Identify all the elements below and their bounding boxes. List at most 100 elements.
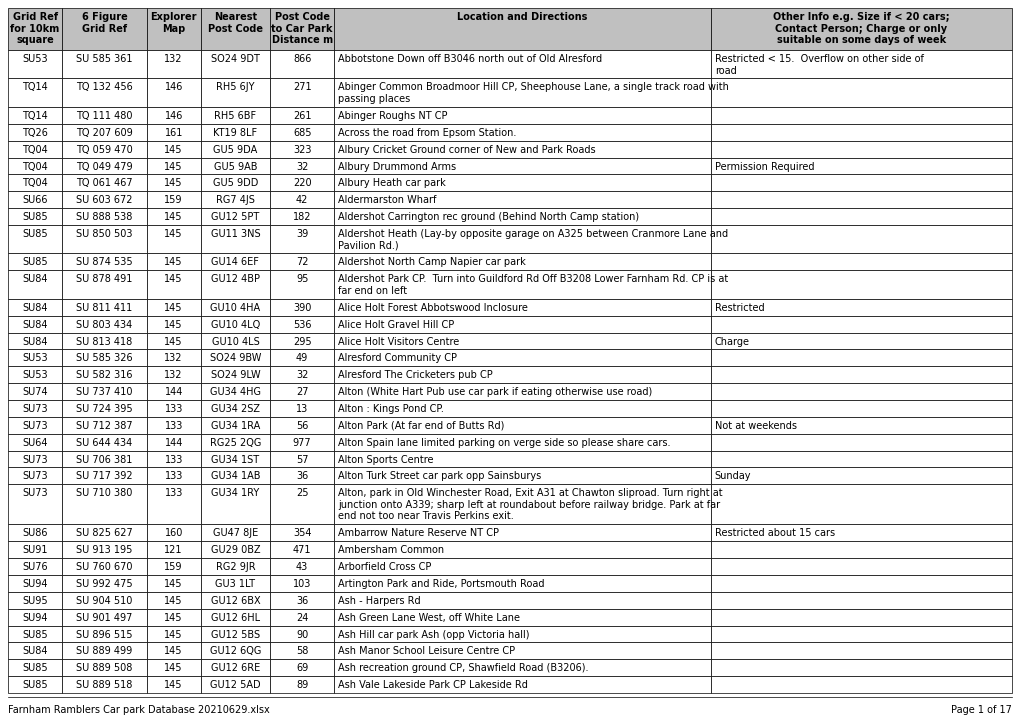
Text: 6 Figure
Grid Ref: 6 Figure Grid Ref bbox=[82, 12, 127, 34]
Bar bbox=[710, 541, 1011, 558]
Bar bbox=[147, 299, 201, 316]
Text: 133: 133 bbox=[164, 421, 182, 431]
Bar bbox=[334, 141, 710, 157]
Text: GU11 3NS: GU11 3NS bbox=[210, 229, 260, 239]
Text: TQ 049 479: TQ 049 479 bbox=[76, 162, 132, 172]
Text: 295: 295 bbox=[292, 337, 311, 347]
Text: 25: 25 bbox=[296, 488, 308, 498]
Text: 133: 133 bbox=[164, 404, 182, 414]
Text: 36: 36 bbox=[296, 596, 308, 606]
Bar bbox=[147, 8, 201, 50]
Bar bbox=[201, 107, 270, 124]
Text: 471: 471 bbox=[292, 545, 311, 555]
Bar bbox=[62, 575, 147, 592]
Text: GU34 1RA: GU34 1RA bbox=[211, 421, 260, 431]
Bar bbox=[62, 626, 147, 642]
Text: Page 1 of 17: Page 1 of 17 bbox=[950, 705, 1011, 715]
Text: Abbotstone Down off B3046 north out of Old Alresford: Abbotstone Down off B3046 north out of O… bbox=[338, 54, 602, 64]
Bar bbox=[62, 434, 147, 451]
Text: 161: 161 bbox=[164, 128, 182, 138]
Text: SU 737 410: SU 737 410 bbox=[76, 387, 132, 397]
Text: SU 712 387: SU 712 387 bbox=[76, 421, 132, 431]
Bar bbox=[201, 541, 270, 558]
Bar bbox=[8, 316, 62, 332]
Text: 866: 866 bbox=[292, 54, 311, 64]
Text: Ash - Harpers Rd: Ash - Harpers Rd bbox=[338, 596, 421, 606]
Text: Restricted about 15 cars: Restricted about 15 cars bbox=[714, 528, 835, 539]
Bar bbox=[201, 141, 270, 157]
Bar bbox=[710, 626, 1011, 642]
Bar bbox=[8, 191, 62, 208]
Bar bbox=[62, 299, 147, 316]
Text: SU94: SU94 bbox=[22, 579, 48, 589]
Text: 69: 69 bbox=[296, 663, 308, 673]
Text: 145: 145 bbox=[164, 629, 182, 640]
Bar bbox=[334, 659, 710, 676]
Text: Alresford Community CP: Alresford Community CP bbox=[338, 353, 457, 363]
Text: SU53: SU53 bbox=[22, 54, 48, 64]
Text: Ambersham Common: Ambersham Common bbox=[338, 545, 444, 555]
Bar bbox=[8, 141, 62, 157]
Bar bbox=[147, 642, 201, 659]
Text: SU 825 627: SU 825 627 bbox=[76, 528, 132, 539]
Text: TQ 061 467: TQ 061 467 bbox=[76, 178, 132, 188]
Bar bbox=[147, 332, 201, 350]
Text: GU34 1ST: GU34 1ST bbox=[211, 454, 259, 464]
Bar bbox=[710, 417, 1011, 434]
Bar bbox=[62, 50, 147, 79]
Bar bbox=[270, 124, 334, 141]
Bar bbox=[334, 400, 710, 417]
Bar bbox=[334, 541, 710, 558]
Text: 182: 182 bbox=[292, 212, 311, 222]
Text: 220: 220 bbox=[292, 178, 311, 188]
Bar bbox=[8, 485, 62, 524]
Bar bbox=[8, 299, 62, 316]
Text: SU85: SU85 bbox=[22, 663, 48, 673]
Bar bbox=[62, 451, 147, 467]
Text: RH5 6BF: RH5 6BF bbox=[214, 111, 256, 121]
Bar bbox=[334, 124, 710, 141]
Text: Alton Park (At far end of Butts Rd): Alton Park (At far end of Butts Rd) bbox=[338, 421, 504, 431]
Text: 90: 90 bbox=[296, 629, 308, 640]
Bar bbox=[62, 191, 147, 208]
Bar bbox=[8, 575, 62, 592]
Bar bbox=[147, 124, 201, 141]
Text: Alresford The Cricketers pub CP: Alresford The Cricketers pub CP bbox=[338, 371, 492, 380]
Text: SU 803 434: SU 803 434 bbox=[76, 319, 132, 329]
Bar bbox=[8, 626, 62, 642]
Bar bbox=[147, 434, 201, 451]
Bar bbox=[270, 350, 334, 366]
Bar bbox=[147, 141, 201, 157]
Text: GU3 1LT: GU3 1LT bbox=[215, 579, 255, 589]
Bar bbox=[147, 366, 201, 383]
Text: Alton (White Hart Pub use car park if eating otherwise use road): Alton (White Hart Pub use car park if ea… bbox=[338, 387, 652, 397]
Text: Location and Directions: Location and Directions bbox=[457, 12, 587, 22]
Text: 49: 49 bbox=[296, 353, 308, 363]
Bar bbox=[62, 642, 147, 659]
Text: SU74: SU74 bbox=[22, 387, 48, 397]
Bar bbox=[270, 659, 334, 676]
Bar bbox=[147, 626, 201, 642]
Text: Alton Turk Street car park opp Sainsburys: Alton Turk Street car park opp Sainsbury… bbox=[338, 472, 541, 482]
Bar bbox=[334, 8, 710, 50]
Text: SU76: SU76 bbox=[22, 562, 48, 572]
Bar bbox=[334, 157, 710, 174]
Bar bbox=[62, 270, 147, 299]
Text: 145: 145 bbox=[164, 162, 182, 172]
Text: 89: 89 bbox=[296, 680, 308, 690]
Text: SU85: SU85 bbox=[22, 629, 48, 640]
Bar bbox=[201, 191, 270, 208]
Text: SU 717 392: SU 717 392 bbox=[76, 472, 132, 482]
Bar bbox=[8, 124, 62, 141]
Bar bbox=[270, 141, 334, 157]
Text: SU95: SU95 bbox=[22, 596, 48, 606]
Text: 145: 145 bbox=[164, 613, 182, 623]
Bar bbox=[62, 659, 147, 676]
Text: Farnham Ramblers Car park Database 20210629.xlsx: Farnham Ramblers Car park Database 20210… bbox=[8, 705, 269, 715]
Bar bbox=[334, 79, 710, 107]
Text: SU 706 381: SU 706 381 bbox=[76, 454, 132, 464]
Bar bbox=[270, 254, 334, 270]
Bar bbox=[147, 107, 201, 124]
Text: GU12 6HL: GU12 6HL bbox=[211, 613, 260, 623]
Bar bbox=[201, 592, 270, 609]
